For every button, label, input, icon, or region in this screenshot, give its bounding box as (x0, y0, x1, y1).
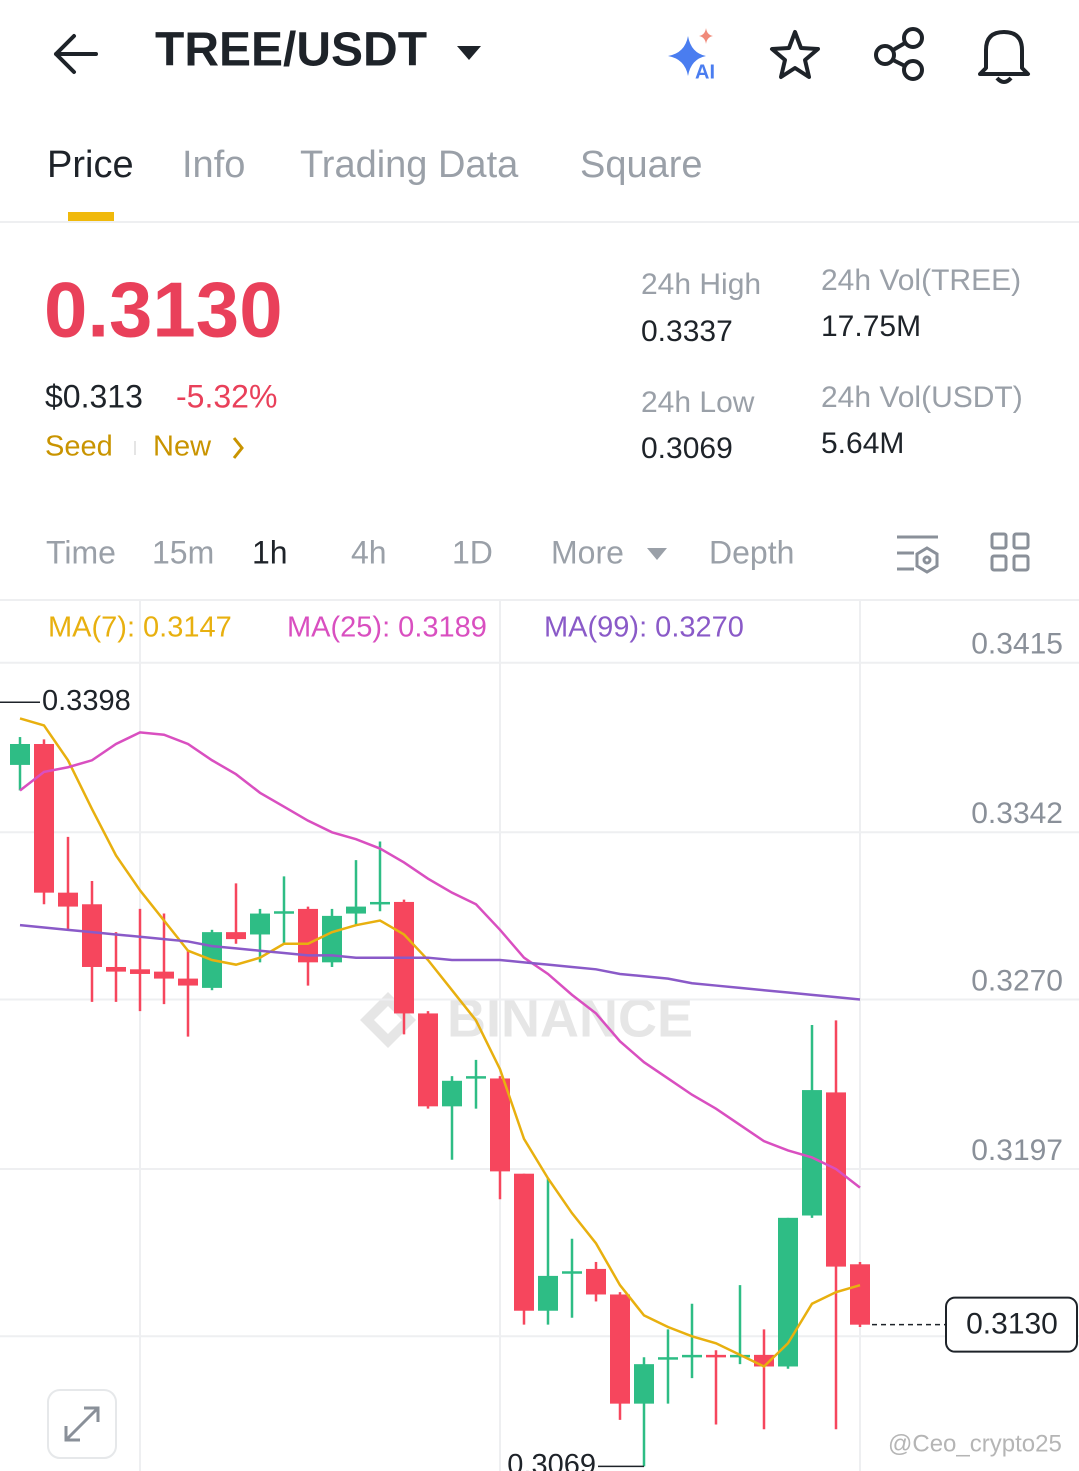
moving-average-line (19, 923, 861, 1001)
tab[interactable]: Square (580, 144, 703, 186)
candle-body (130, 969, 150, 974)
ai-button[interactable]: AI (668, 28, 715, 83)
moving-average-line (19, 731, 861, 1189)
candle-body (274, 911, 294, 914)
candle-body (298, 908, 318, 963)
candle-body (778, 1217, 798, 1367)
candle-body (538, 1275, 558, 1311)
candle-body (250, 913, 270, 935)
legend-entry: MA(7): 0.3147 (48, 612, 232, 644)
watermark-text: BINANCE (447, 988, 693, 1048)
stat-label: 24h High (641, 268, 761, 301)
stat-label: 24h Low (641, 386, 755, 419)
indicator-settings-button[interactable] (897, 535, 939, 574)
stat-label: 24h Vol(TREE) (821, 264, 1021, 297)
pair-dropdown[interactable] (457, 46, 481, 60)
candle-body (154, 971, 174, 979)
tag[interactable]: New (153, 431, 212, 463)
legend-entry: MA(99): 0.3270 (544, 612, 744, 644)
candle-body (346, 906, 366, 914)
y-tick-label: 0.3270 (971, 964, 1063, 997)
tab[interactable]: Trading Data (300, 144, 519, 186)
watermark: BINANCE (360, 988, 693, 1048)
share-button[interactable] (874, 27, 924, 81)
candle-body (418, 1013, 438, 1107)
last-price: 0.3130 (44, 266, 283, 354)
candle-body (178, 978, 198, 986)
candle-body (58, 892, 78, 907)
interval[interactable]: 15m (152, 534, 214, 570)
candle-body (826, 1092, 846, 1267)
interval[interactable]: Depth (709, 534, 794, 570)
expand-button[interactable] (47, 1389, 117, 1459)
candle-body (322, 915, 342, 963)
y-tick-label: 0.3342 (971, 797, 1063, 830)
low-label: 0.3069 (507, 1449, 596, 1471)
layout-button[interactable] (990, 532, 1030, 572)
favorite-button[interactable] (770, 30, 820, 79)
stat-value: 17.75M (821, 310, 921, 343)
pair-title[interactable]: TREE/USDT (155, 24, 427, 77)
ai-icon-label: AI (695, 61, 715, 83)
candle-body (682, 1354, 702, 1358)
candle-body (586, 1268, 606, 1295)
divider (0, 221, 1079, 223)
candle-body (658, 1357, 678, 1360)
plot: 0.34150.33420.32700.31970.31250.33980.30… (0, 628, 1079, 1471)
candle-body (34, 744, 54, 893)
candle-body (610, 1294, 630, 1404)
legend-entry: MA(25): 0.3189 (287, 612, 487, 644)
candle-body (706, 1354, 726, 1358)
candle-body (802, 1090, 822, 1216)
interval[interactable]: More (551, 534, 624, 570)
tab[interactable]: Price (47, 144, 134, 186)
tab[interactable]: Info (182, 144, 245, 186)
price-change: -5.32% (176, 378, 277, 414)
tag-chevron (232, 437, 244, 459)
candle-body (850, 1264, 870, 1325)
interval[interactable]: Time (46, 534, 116, 570)
back-button[interactable] (54, 34, 98, 74)
candle-body (106, 966, 126, 972)
last-price-box (945, 1296, 1078, 1353)
candle-body (514, 1173, 534, 1311)
candle-body (226, 932, 246, 940)
candle-body (754, 1354, 774, 1367)
active-tab-indicator (68, 212, 114, 221)
candle-body (490, 1078, 510, 1172)
moving-average-line (19, 717, 861, 1368)
interval[interactable]: 4h (351, 534, 387, 570)
interval[interactable]: 1D (452, 534, 493, 570)
stat-label: 24h Vol(USDT) (821, 381, 1023, 414)
y-tick-label: 0.3415 (971, 628, 1063, 661)
usd-price: $0.313 (45, 378, 143, 414)
stat-value: 0.3069 (641, 432, 733, 465)
y-tick-label: 0.3197 (971, 1134, 1063, 1167)
candle-body (82, 904, 102, 967)
stat-value: 5.64M (821, 427, 904, 460)
candle-body (466, 1076, 486, 1079)
alert-button[interactable] (978, 30, 1030, 84)
chart-top-border (0, 599, 1079, 601)
last-price-label: 0.3130 (966, 1308, 1058, 1341)
tag-separator (134, 441, 136, 455)
tag[interactable]: Seed (45, 431, 113, 463)
candle-body (370, 901, 390, 905)
more-caret (647, 548, 667, 560)
candle-body (10, 744, 30, 765)
candle-body (442, 1080, 462, 1107)
interval[interactable]: 1h (252, 534, 288, 570)
high-label: 0.3398 (42, 685, 131, 717)
candle-body (562, 1271, 582, 1274)
credit: @Ceo_crypto25 (888, 1430, 1062, 1457)
stat-value: 0.3337 (641, 315, 733, 348)
candle-body (634, 1364, 654, 1404)
